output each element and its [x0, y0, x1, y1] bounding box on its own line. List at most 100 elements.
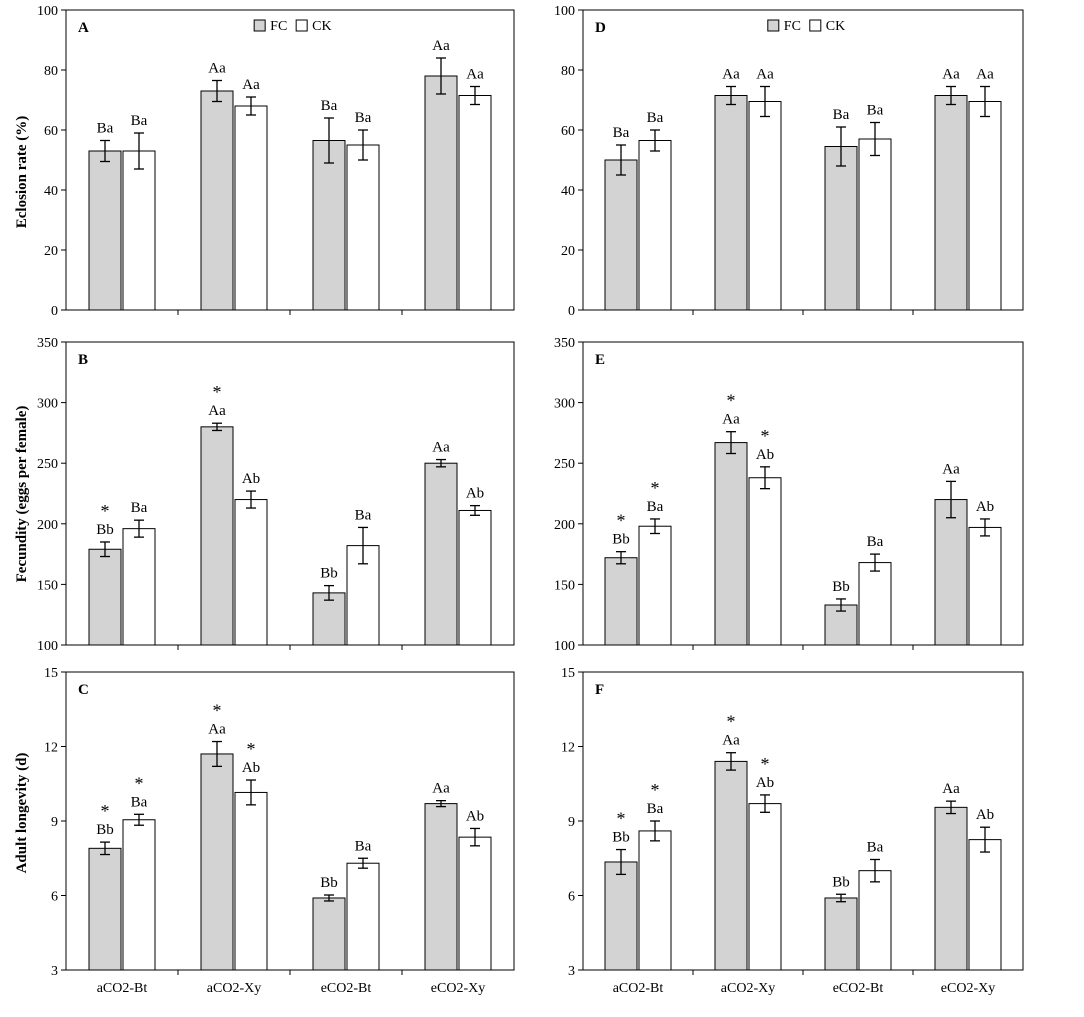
- y-tick-label: 40: [561, 184, 575, 199]
- significance-label: Ba: [131, 113, 148, 129]
- panel-letter: F: [595, 682, 604, 698]
- significance-label: Ab: [756, 447, 774, 463]
- bar-fc: [200, 426, 234, 646]
- panel-d: D 0 20 40 60 80 100 Ba Ba Aa Aa Ba Ba Aa Aa FC CK: [554, 4, 1024, 319]
- legend: FC CK: [253, 19, 332, 34]
- y-tick-label: 20: [561, 244, 575, 259]
- significance-label: Ba: [131, 500, 148, 516]
- legend-swatch-fc: [767, 19, 780, 32]
- significance-label: Ba: [97, 121, 114, 137]
- significance-star: *: [213, 701, 222, 721]
- y-tick-label: 6: [51, 890, 58, 905]
- significance-label: Bb: [832, 579, 850, 595]
- y-tick-label: 200: [554, 518, 575, 533]
- y-tick-label: 15: [44, 666, 58, 681]
- bar-fc: [312, 897, 346, 971]
- panel-a: A 0 20 40 60 80 100 Ba Ba Aa Aa Ba Ba Aa Aa FC CK: [37, 4, 515, 319]
- significance-label: Ba: [355, 110, 372, 126]
- y-label-longevity: Adult longevity (d): [14, 753, 30, 874]
- bar-ck: [122, 528, 156, 646]
- significance-star: *: [247, 739, 256, 759]
- y-tick-label: 60: [44, 124, 58, 139]
- bar-ck: [858, 562, 892, 646]
- y-tick-label: 15: [561, 666, 575, 681]
- bar-ck: [638, 525, 672, 646]
- bar-ck: [234, 105, 268, 311]
- bar-fc: [934, 95, 968, 311]
- bar-fc: [88, 548, 122, 646]
- bar-ck: [638, 830, 672, 971]
- significance-star: *: [617, 511, 626, 531]
- x-tick-label: eCO2-Bt: [833, 981, 884, 996]
- bar-fc: [714, 760, 748, 971]
- y-tick-label: 350: [554, 336, 575, 351]
- significance-label: Ab: [976, 807, 994, 823]
- panel-letter: A: [78, 20, 89, 36]
- bar-ck: [638, 140, 672, 311]
- bar-ck: [858, 138, 892, 311]
- significance-label: Aa: [432, 38, 450, 54]
- significance-label: Ab: [242, 760, 260, 776]
- bar-fc: [312, 140, 346, 311]
- legend: FC CK: [767, 19, 845, 34]
- y-tick-label: 300: [554, 397, 575, 412]
- significance-label: Ab: [466, 808, 484, 824]
- bar-fc: [312, 592, 346, 646]
- bar-ck: [858, 870, 892, 971]
- y-label-eclosion: Eclosion rate (%): [14, 116, 30, 228]
- x-tick-label: eCO2-Xy: [431, 981, 485, 996]
- panel-letter: C: [78, 682, 89, 698]
- y-tick-label: 100: [37, 4, 58, 19]
- y-tick-label: 350: [37, 336, 58, 351]
- bar-ck: [234, 791, 268, 971]
- legend-label-ck: CK: [312, 19, 331, 34]
- x-tick-label: aCO2-Xy: [207, 981, 261, 996]
- y-tick-label: 100: [554, 639, 575, 654]
- significance-label: Aa: [432, 440, 450, 456]
- significance-label: Ba: [867, 534, 884, 550]
- bar-fc: [714, 442, 748, 646]
- bar-fc: [934, 806, 968, 971]
- bar-fc: [88, 150, 122, 311]
- significance-label: Aa: [722, 412, 740, 428]
- bar-fc: [714, 95, 748, 311]
- y-tick-label: 150: [554, 578, 575, 593]
- significance-star: *: [727, 391, 736, 411]
- legend-label-fc: FC: [784, 19, 801, 34]
- significance-label: Ba: [647, 110, 664, 126]
- significance-label: Bb: [612, 532, 630, 548]
- significance-label: Ba: [647, 801, 664, 817]
- significance-label: Bb: [320, 875, 338, 891]
- y-tick-label: 9: [51, 815, 58, 830]
- significance-label: Aa: [942, 67, 960, 83]
- bar-fc: [934, 499, 968, 646]
- y-label-fecundity: Fecundity (eggs per female): [14, 406, 30, 583]
- panel-letter: E: [595, 352, 605, 368]
- bar-ck: [458, 95, 492, 311]
- y-axis-labels: Eclosion rate (%) Fecundity (eggs per fe…: [14, 116, 30, 874]
- significance-label: Ba: [613, 125, 630, 141]
- bar-ck: [968, 839, 1002, 971]
- legend-swatch-fc: [253, 19, 266, 32]
- y-tick-label: 100: [37, 639, 58, 654]
- significance-label: Aa: [242, 77, 260, 93]
- bar-ck: [458, 509, 492, 646]
- significance-label: Ba: [355, 507, 372, 523]
- y-tick-label: 150: [37, 578, 58, 593]
- significance-star: *: [135, 773, 144, 793]
- legend-label-ck: CK: [826, 19, 845, 34]
- bar-fc: [604, 557, 638, 646]
- significance-label: Ba: [647, 499, 664, 515]
- bar-fc: [604, 159, 638, 311]
- y-tick-label: 12: [561, 741, 575, 756]
- significance-label: Ba: [867, 103, 884, 119]
- y-tick-label: 200: [37, 518, 58, 533]
- legend-swatch-ck: [295, 19, 308, 32]
- y-tick-label: 250: [554, 457, 575, 472]
- bar-ck: [122, 819, 156, 971]
- y-tick-label: 3: [51, 964, 58, 979]
